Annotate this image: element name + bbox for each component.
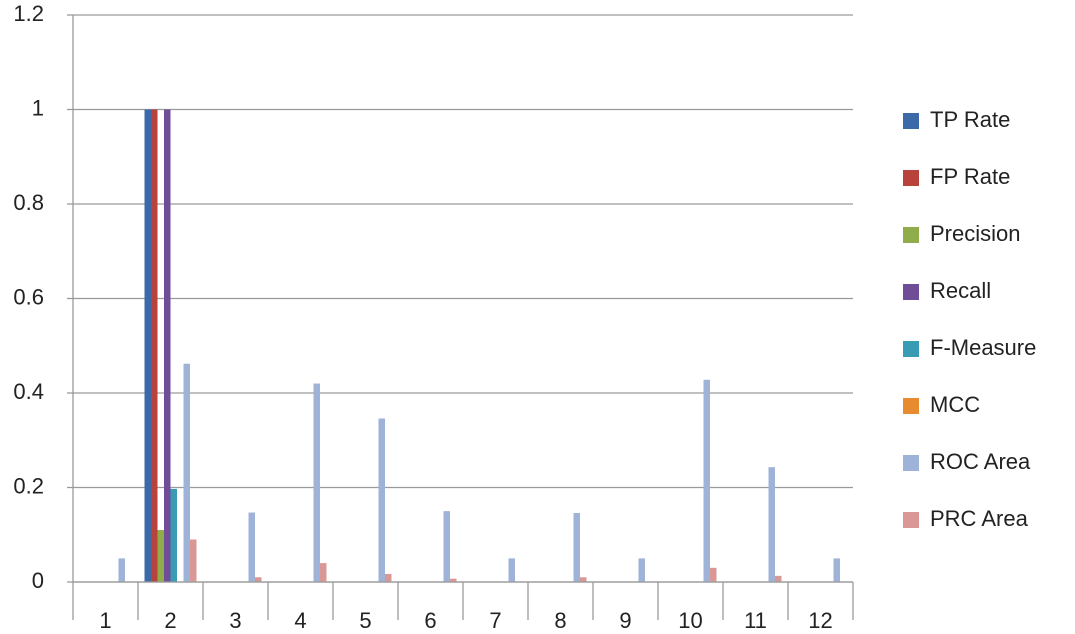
bar — [183, 363, 190, 582]
y-tick-label: 0.2 — [13, 473, 44, 498]
legend-swatch — [903, 512, 919, 528]
bar — [580, 577, 587, 582]
bar — [255, 577, 262, 582]
bar — [508, 558, 515, 582]
legend-label: F-Measure — [930, 335, 1036, 360]
bar — [775, 575, 782, 582]
bar — [164, 109, 171, 582]
bar — [313, 383, 320, 582]
bar — [450, 578, 457, 582]
legend-label: FP Rate — [930, 164, 1010, 189]
legend-label: Precision — [930, 221, 1020, 246]
x-tick-label: 4 — [294, 608, 306, 633]
bar — [703, 379, 710, 582]
legend-swatch — [903, 341, 919, 357]
bar — [573, 513, 580, 582]
x-tick-label: 3 — [229, 608, 241, 633]
bar — [190, 539, 197, 582]
x-tick-label: 5 — [359, 608, 371, 633]
y-tick-label: 0.6 — [13, 284, 44, 309]
bar — [378, 418, 385, 582]
legend-swatch — [903, 455, 919, 471]
bar — [118, 558, 125, 582]
legend-swatch — [903, 227, 919, 243]
x-tick-label: 10 — [678, 608, 702, 633]
bar — [385, 573, 392, 582]
bar — [443, 511, 450, 582]
legend-swatch — [903, 284, 919, 300]
x-tick-label: 2 — [164, 608, 176, 633]
bar — [248, 512, 255, 582]
bar — [638, 558, 645, 582]
bar — [144, 109, 151, 582]
bar — [320, 563, 327, 582]
bar — [768, 467, 775, 582]
legend-label: ROC Area — [930, 449, 1031, 474]
y-tick-label: 0.8 — [13, 190, 44, 215]
legend-label: TP Rate — [930, 107, 1010, 132]
y-tick-label: 1 — [32, 95, 44, 120]
x-tick-label: 11 — [744, 608, 767, 633]
x-tick-label: 1 — [99, 608, 111, 633]
x-tick-label: 9 — [619, 608, 631, 633]
x-tick-label: 12 — [808, 608, 832, 633]
bar — [833, 558, 840, 582]
legend-label: PRC Area — [930, 506, 1029, 531]
legend-swatch — [903, 170, 919, 186]
legend-label: MCC — [930, 392, 980, 417]
y-tick-label: 0.4 — [13, 379, 44, 404]
legend-swatch — [903, 113, 919, 129]
x-tick-label: 6 — [424, 608, 436, 633]
y-tick-label: 1.2 — [13, 1, 44, 26]
legend-label: Recall — [930, 278, 991, 303]
x-tick-label: 8 — [554, 608, 566, 633]
y-tick-label: 0 — [32, 568, 44, 593]
bar — [157, 530, 164, 582]
bar — [710, 567, 717, 582]
x-tick-label: 7 — [489, 608, 501, 633]
legend-swatch — [903, 398, 919, 414]
bar — [151, 109, 158, 582]
bar — [170, 488, 177, 582]
